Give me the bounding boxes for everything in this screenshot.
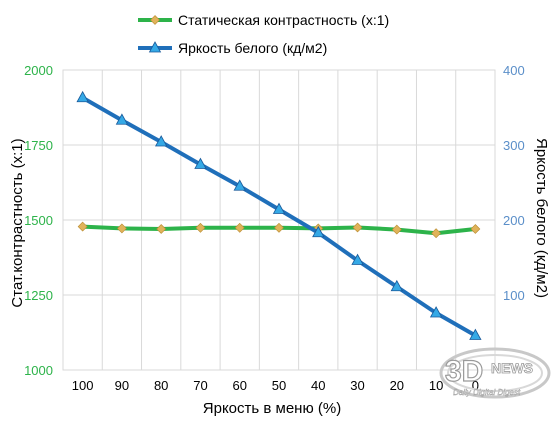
y-right-tick-label: 100 <box>503 288 525 303</box>
x-tick-label: 100 <box>72 378 94 393</box>
y-right-tick-label: 300 <box>503 138 525 153</box>
legend-label-1: Яркость белого (кд/м2) <box>178 40 327 56</box>
data-point <box>470 224 481 234</box>
data-point <box>115 113 129 125</box>
y-left-tick-label: 1750 <box>24 138 53 153</box>
data-point <box>390 279 403 292</box>
x-tick-label: 20 <box>390 378 404 393</box>
data-point <box>391 224 402 235</box>
x-tick-label: 90 <box>115 378 129 393</box>
data-point <box>272 202 286 214</box>
x-tick-label: 30 <box>350 378 364 393</box>
data-point <box>431 228 442 239</box>
x-tick-label: 80 <box>154 378 168 393</box>
data-point <box>116 223 127 234</box>
y-axis-left-title: Стат.контрастность (x:1) <box>9 138 26 307</box>
grid <box>62 69 496 371</box>
svg-text:3D: 3D <box>445 355 483 388</box>
data-point <box>194 157 207 169</box>
data-point <box>155 135 168 147</box>
x-tick-label: 70 <box>193 378 207 393</box>
data-point <box>195 222 206 233</box>
y-right-tick-label: 200 <box>503 213 525 228</box>
data-point <box>234 222 245 233</box>
data-point <box>274 222 284 233</box>
data-point <box>351 253 364 265</box>
data-point <box>352 222 363 233</box>
data-point <box>233 179 246 191</box>
data-point <box>76 90 89 103</box>
data-point <box>156 224 167 234</box>
legend-marker-1 <box>148 41 162 53</box>
x-tick-label: 60 <box>232 378 246 393</box>
y-left-tick-label: 1000 <box>24 363 53 378</box>
x-tick-label: 10 <box>429 378 443 393</box>
svg-text:Daily Digital Digest: Daily Digital Digest <box>453 388 521 397</box>
x-axis-title: Яркость в меню (%) <box>203 400 341 417</box>
data-point <box>312 225 325 238</box>
svg-text:NEWS: NEWS <box>491 360 533 376</box>
data-point <box>469 328 482 340</box>
x-tick-label: 40 <box>311 378 325 393</box>
x-tick-label: 0 <box>472 378 479 393</box>
data-point <box>77 221 88 232</box>
y-axis-right-title: Яркость белого (кд/м2) <box>533 138 550 298</box>
legend-label-0: Статическая контрастность (x:1) <box>178 12 389 28</box>
y-left-tick-label: 1500 <box>24 213 53 228</box>
3dnews-logo: 3D NEWS Daily Digital Digest <box>439 347 551 399</box>
legend-marker-0 <box>150 15 160 25</box>
legend: Статическая контрастность (x:1) Яркость б… <box>138 12 389 56</box>
axis-labels: Яркость в меню (%) Стат.контрастность (x… <box>9 138 550 417</box>
y-left-tick-label: 2000 <box>24 63 53 78</box>
series <box>76 90 482 340</box>
y-right-tick-label: 400 <box>503 63 525 78</box>
x-tick-label: 50 <box>272 378 286 393</box>
y-left-tick-label: 1250 <box>24 288 53 303</box>
data-point <box>429 306 443 318</box>
